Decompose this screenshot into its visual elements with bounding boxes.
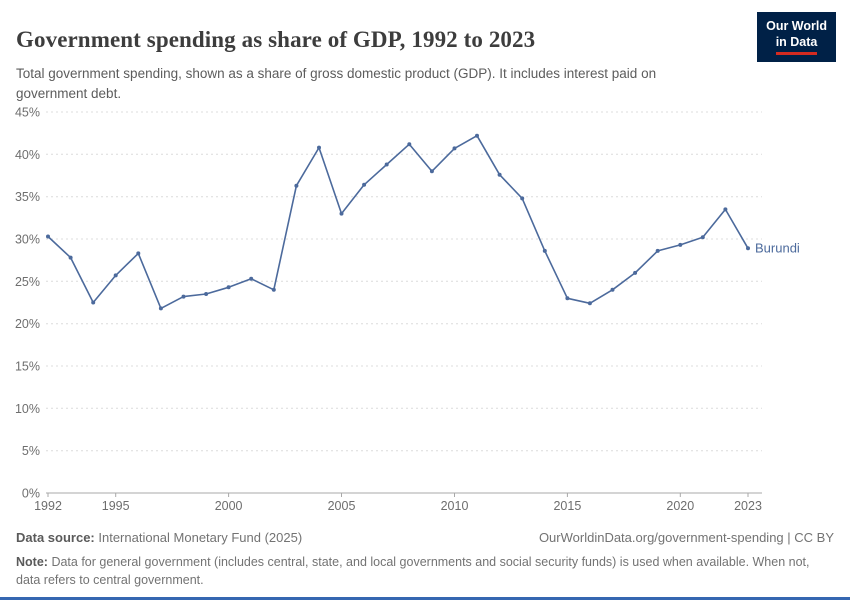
line-chart-plot-area[interactable]: 0% 5% 10% 15% 20% 25% 30% 35% 40% 45% 1992 1995 2000… [0,95,850,525]
x-tick-label: 2010 [441,499,469,513]
data-point[interactable] [204,292,209,296]
y-tick-label: 15% [15,360,40,374]
x-tick-label: 1992 [34,499,62,513]
data-source-label: Data source: [16,530,95,545]
data-point[interactable] [68,255,73,260]
data-point[interactable] [384,162,389,167]
data-point[interactable] [610,287,615,292]
data-point[interactable] [136,251,141,256]
data-point[interactable] [226,285,231,290]
y-tick-label: 40% [15,148,40,162]
y-tick-label: 35% [15,190,40,204]
chart-subtitle: Total government spending, shown as a sh… [16,65,657,101]
footer: Data source: International Monetary Fund… [16,530,834,589]
x-tick-label: 2023 [734,499,762,513]
x-tick-label: 1995 [102,499,130,513]
data-point[interactable] [271,287,276,292]
footnote: Note: Data for general government (inclu… [16,553,834,589]
x-tick-label: 2005 [328,499,356,513]
logo-text-line1: Our World [766,19,827,33]
data-point[interactable] [746,246,750,251]
page-title: Government spending as share of GDP, 199… [16,27,536,53]
data-source-text: International Monetary Fund (2025) [98,530,303,545]
data-point[interactable] [520,196,525,201]
x-tick-label: 2000 [215,499,243,513]
data-point[interactable] [249,276,254,281]
y-tick-label: 25% [15,275,40,289]
y-tick-label: 0% [22,487,40,501]
data-point[interactable] [91,300,96,305]
y-tick-label: 45% [15,106,40,120]
data-point[interactable] [542,248,547,253]
data-point[interactable] [362,182,367,187]
series-line-burundi[interactable] [47,134,749,310]
y-tick-label: 5% [22,444,40,458]
y-tick-label: 10% [15,402,40,416]
data-point[interactable] [429,169,434,174]
y-tick-label: 20% [15,317,40,331]
data-point[interactable] [294,183,299,188]
data-point[interactable] [723,207,728,212]
x-tick-label: 2020 [666,499,694,513]
data-point[interactable] [565,296,570,301]
data-point[interactable] [475,133,479,138]
owid-logo[interactable]: Our World in Data [757,12,836,62]
data-point[interactable] [46,234,50,239]
attribution-link[interactable]: OurWorldinData.org/government-spending |… [538,530,834,545]
data-point[interactable] [317,145,321,150]
data-point[interactable] [158,306,163,311]
data-point[interactable] [700,235,705,240]
data-point[interactable] [633,270,638,275]
data-point[interactable] [181,294,186,299]
data-point[interactable] [452,146,457,151]
data-point[interactable] [655,248,660,253]
source-row: Data source: International Monetary Fund… [16,530,834,545]
footnote-text: Data for general government (includes ce… [16,555,810,588]
y-tick-label: 30% [15,233,40,247]
data-point[interactable] [587,301,592,306]
bottom-accent-bar [0,597,850,600]
data-point[interactable] [339,211,344,216]
data-source: Data source: International Monetary Fund… [16,530,302,545]
footnote-label: Note: [16,555,48,569]
data-point[interactable] [678,242,683,247]
data-point[interactable] [497,172,502,177]
series-label: Burundi [755,240,800,255]
data-point[interactable] [113,273,118,278]
data-point[interactable] [407,142,412,147]
x-tick-label: 2015 [553,499,581,513]
logo-text-line2: in Data [766,34,827,55]
